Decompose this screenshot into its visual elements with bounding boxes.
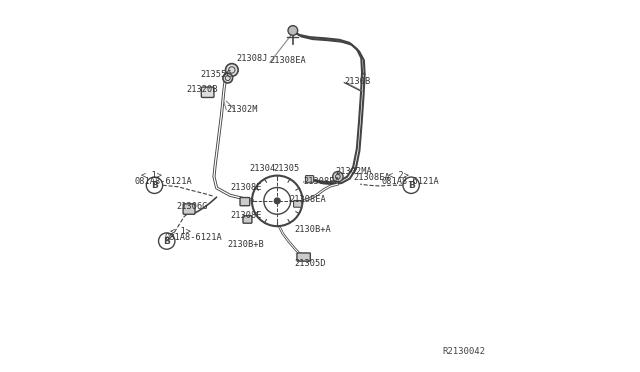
Text: < 1>: < 1>	[141, 171, 162, 180]
Text: 21305D: 21305D	[294, 259, 326, 268]
FancyBboxPatch shape	[243, 216, 252, 223]
Text: 2130B: 2130B	[344, 77, 371, 86]
FancyBboxPatch shape	[202, 87, 214, 97]
Text: < 2>: < 2>	[388, 171, 409, 180]
FancyBboxPatch shape	[305, 176, 314, 182]
Text: 21308E: 21308E	[230, 211, 262, 220]
Text: 21355C: 21355C	[200, 70, 232, 79]
Text: 21302MA: 21302MA	[335, 167, 372, 176]
Text: 21305: 21305	[273, 164, 300, 173]
Circle shape	[333, 171, 343, 182]
FancyBboxPatch shape	[294, 201, 302, 207]
Text: R2130042: R2130042	[442, 347, 485, 356]
Text: 21308E: 21308E	[231, 183, 262, 192]
Text: 21308EA: 21308EA	[270, 56, 307, 65]
Circle shape	[288, 26, 298, 35]
Text: 21308J: 21308J	[236, 54, 268, 63]
Text: 21308EA: 21308EA	[289, 195, 326, 203]
Text: 21308EA: 21308EA	[303, 177, 340, 186]
Circle shape	[223, 73, 232, 83]
Text: 081A8-6121A: 081A8-6121A	[164, 233, 222, 242]
Text: 21320B: 21320B	[186, 85, 218, 94]
FancyBboxPatch shape	[183, 204, 195, 214]
FancyBboxPatch shape	[297, 253, 310, 261]
Text: B: B	[163, 237, 170, 246]
Circle shape	[225, 64, 238, 76]
Text: < 1>: < 1>	[170, 227, 191, 235]
Text: B: B	[151, 181, 158, 190]
Text: 21306G: 21306G	[177, 202, 208, 211]
FancyBboxPatch shape	[240, 198, 250, 206]
Text: 081A8-6121A: 081A8-6121A	[135, 177, 193, 186]
Text: B: B	[408, 181, 415, 190]
Text: 21308EA: 21308EA	[353, 173, 390, 182]
Text: 2130B+A: 2130B+A	[294, 225, 331, 234]
Text: 21302M: 21302M	[227, 105, 258, 114]
Text: 2130B+B: 2130B+B	[228, 240, 264, 249]
Text: 081A8-6121A: 081A8-6121A	[381, 177, 439, 186]
Circle shape	[275, 198, 280, 204]
Text: 21304: 21304	[250, 164, 276, 173]
